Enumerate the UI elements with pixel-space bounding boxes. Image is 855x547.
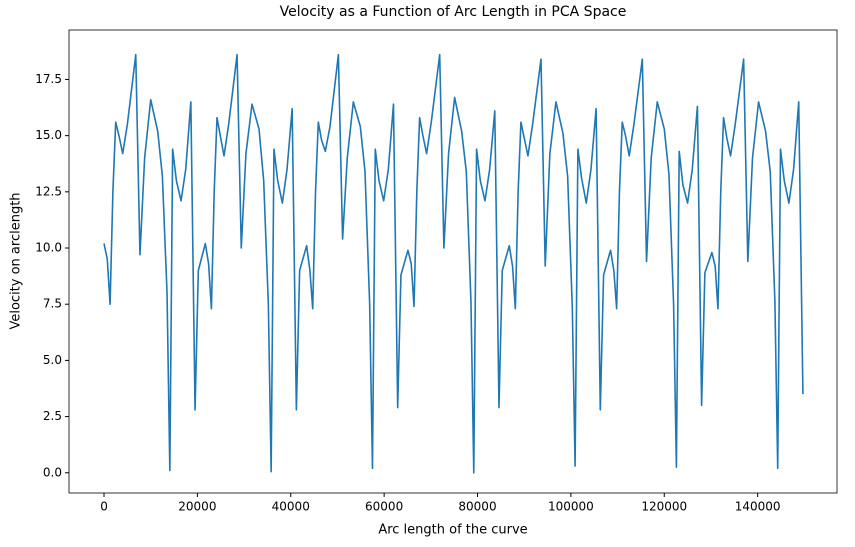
y-tick-label: 2.5 [43,409,62,423]
y-tick-label: 10.0 [35,241,62,255]
x-tick-label: 140000 [735,500,781,514]
x-axis-label: Arc length of the curve [378,523,527,538]
plot-frame [68,29,838,494]
x-tick-label: 0 [100,500,108,514]
y-tick-label: 12.5 [35,184,62,198]
y-axis-label: Velocity on arclength [9,192,24,329]
x-tick-label: 120000 [641,500,687,514]
x-tick-label: 80000 [458,500,496,514]
y-tick-label: 17.5 [35,72,62,86]
chart-title: Velocity as a Function of Arc Length in … [280,4,627,20]
y-tick-label: 5.0 [43,353,62,367]
y-tick-label: 0.0 [43,465,62,479]
data-line [103,53,804,474]
x-tick-label: 20000 [178,500,216,514]
y-tick-label: 15.0 [35,128,62,142]
y-tick-label: 7.5 [43,297,62,311]
x-tick-label: 40000 [272,500,310,514]
x-tick-label: 60000 [365,500,403,514]
x-tick-label: 100000 [548,500,594,514]
